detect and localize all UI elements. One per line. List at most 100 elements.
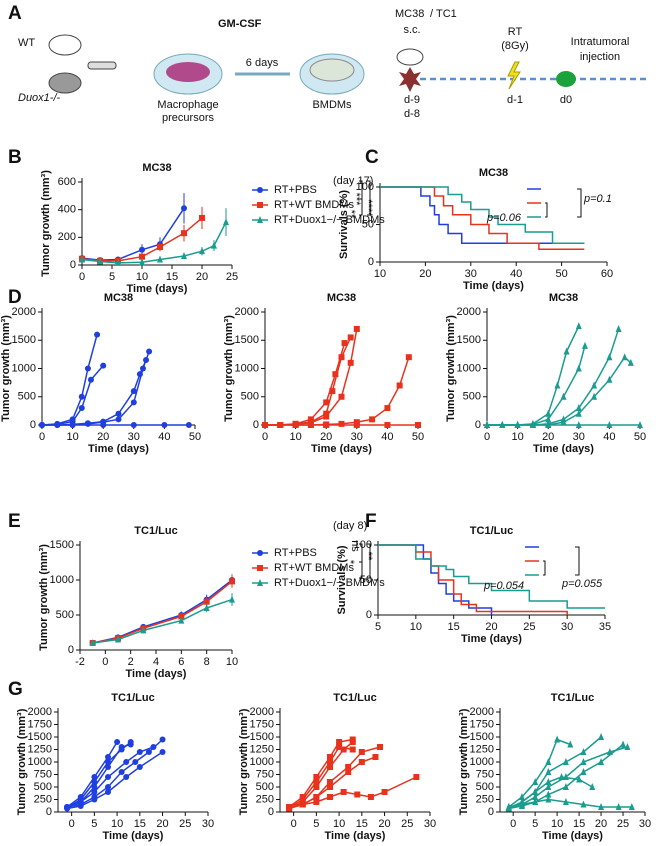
series-line bbox=[508, 738, 571, 808]
marker bbox=[136, 371, 143, 378]
legend-label: RT+PBS bbox=[274, 547, 317, 559]
survival-curve bbox=[380, 186, 585, 244]
label: d-8 bbox=[404, 108, 420, 120]
legend-marker bbox=[257, 565, 263, 571]
marker bbox=[367, 794, 374, 800]
marker bbox=[327, 794, 333, 800]
marker bbox=[545, 795, 552, 803]
x-tick-label: 0 bbox=[291, 818, 297, 830]
marker bbox=[79, 255, 85, 263]
survival-curve bbox=[380, 186, 585, 250]
marker bbox=[580, 768, 587, 775]
y-tick-label: 0 bbox=[368, 256, 374, 268]
panel-label: D bbox=[8, 287, 22, 308]
x-axis-label: Time (days) bbox=[311, 443, 372, 455]
marker bbox=[580, 748, 587, 755]
x-tick-label: 30 bbox=[573, 431, 585, 443]
marker bbox=[185, 422, 192, 428]
marker bbox=[338, 420, 345, 427]
y-tick-label: 0 bbox=[253, 419, 259, 431]
label: / bbox=[430, 8, 434, 20]
y-tick-label: 750 bbox=[256, 768, 274, 780]
y-tick-label: 400 bbox=[58, 204, 76, 216]
marker bbox=[132, 759, 139, 765]
marker bbox=[181, 230, 187, 237]
marker bbox=[140, 626, 147, 634]
marker bbox=[606, 375, 613, 383]
x-tick-label: 20 bbox=[378, 818, 390, 830]
series-line bbox=[92, 580, 233, 644]
x-tick-label: 50 bbox=[189, 431, 201, 443]
bone-icon bbox=[87, 61, 117, 70]
marker bbox=[615, 324, 622, 332]
injection-dot bbox=[556, 71, 576, 87]
series-line bbox=[41, 365, 104, 426]
x-tick-label: 0 bbox=[102, 656, 108, 668]
marker bbox=[624, 743, 631, 750]
marker bbox=[130, 399, 137, 406]
y-tick-label: 1500 bbox=[250, 731, 274, 743]
marker bbox=[313, 799, 320, 805]
marker bbox=[545, 421, 552, 428]
y-tick-label: 1250 bbox=[250, 743, 274, 755]
label: RT bbox=[508, 26, 523, 38]
marker bbox=[89, 639, 96, 646]
marker bbox=[223, 218, 229, 226]
marker bbox=[327, 759, 333, 765]
y-tick-label: 250 bbox=[476, 793, 494, 805]
marker bbox=[159, 736, 166, 743]
marker bbox=[91, 796, 98, 803]
marker bbox=[340, 789, 347, 795]
marker bbox=[545, 778, 552, 785]
y-tick-label: 50 bbox=[360, 574, 372, 586]
series-line bbox=[508, 743, 624, 810]
y-tick-label: 1000 bbox=[470, 756, 494, 768]
series-line bbox=[265, 337, 352, 426]
x-tick-label: 25 bbox=[179, 818, 191, 830]
x-axis-label: Time (days) bbox=[88, 443, 149, 455]
x-tick-label: 8 bbox=[204, 656, 210, 668]
series-line bbox=[92, 598, 233, 644]
annotation: p=0.054 bbox=[483, 580, 524, 592]
x-tick-label: 10 bbox=[374, 268, 386, 280]
mouse-icon bbox=[48, 34, 82, 56]
x-tick-label: 20 bbox=[97, 431, 109, 443]
legend-label: RT+WT BMDMs bbox=[274, 199, 354, 211]
y-tick-label: 1750 bbox=[28, 718, 52, 730]
marker bbox=[327, 764, 333, 770]
bracket bbox=[359, 561, 363, 579]
marker bbox=[358, 759, 365, 765]
marker bbox=[327, 779, 333, 785]
x-tick-label: 30 bbox=[561, 621, 573, 633]
marker bbox=[615, 803, 622, 810]
chart-title: TC1/Luc bbox=[551, 692, 594, 704]
y-tick-label: 0 bbox=[46, 806, 52, 818]
annotation: p=0.1 bbox=[583, 193, 612, 205]
marker bbox=[332, 371, 339, 378]
marker bbox=[353, 422, 360, 428]
marker bbox=[229, 595, 235, 603]
marker bbox=[518, 793, 525, 800]
marker bbox=[580, 758, 587, 765]
legend-marker bbox=[257, 216, 263, 223]
marker bbox=[299, 796, 306, 803]
x-axis-label: Time (days) bbox=[126, 668, 187, 680]
series-line bbox=[265, 342, 346, 426]
cells-icon bbox=[309, 58, 355, 82]
marker bbox=[405, 354, 412, 361]
y-axis-label: Tumor growth (mm³) bbox=[40, 170, 52, 277]
marker bbox=[313, 779, 320, 785]
marker bbox=[145, 749, 152, 755]
x-tick-label: 5 bbox=[532, 818, 538, 830]
marker bbox=[372, 754, 379, 760]
marker bbox=[575, 322, 582, 330]
bracket bbox=[359, 198, 363, 216]
x-tick-label: 5 bbox=[91, 818, 97, 830]
x-tick-label: 20 bbox=[485, 621, 497, 633]
y-tick-label: 100 bbox=[356, 181, 374, 193]
series-line bbox=[42, 359, 147, 426]
series-line bbox=[487, 325, 580, 426]
y-tick-label: 200 bbox=[58, 231, 76, 243]
marker bbox=[87, 376, 94, 383]
legend-marker bbox=[257, 202, 263, 208]
